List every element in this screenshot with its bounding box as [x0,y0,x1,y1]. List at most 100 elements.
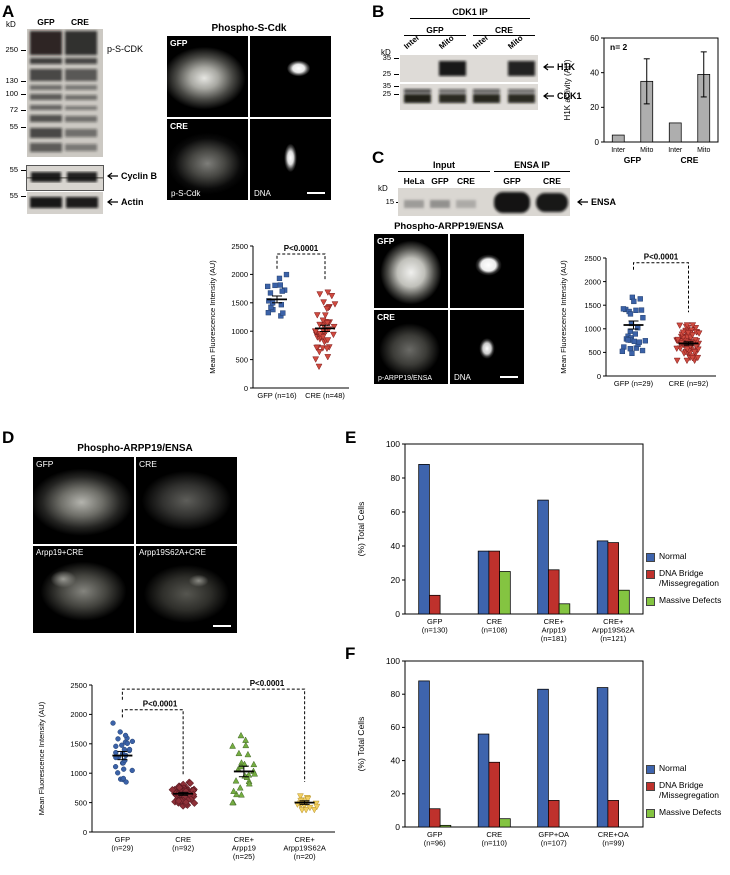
micro-cell-gfp-p-s-cdk: GFP [167,36,248,117]
micro-cell-gfp-p-arpp19: GFP [374,234,448,308]
kda-marker: 250 [5,45,18,54]
left-arrow-icon [107,198,118,206]
svg-text:2500: 2500 [584,254,601,263]
legend-label: Massive Defects [659,806,722,817]
svg-text:GFP(n=130): GFP (n=130) [422,617,449,635]
micro-cell-arpp19s62a-cre: Arpp19S62A+CRE [136,546,237,633]
marker-tick [21,94,26,95]
western-blot-ensa [398,188,570,216]
svg-text:1000: 1000 [70,769,87,778]
legend-swatch [646,782,655,791]
kda-marker: 25 [382,89,391,98]
left-arrow-icon [107,172,118,180]
marker-tick [21,50,26,51]
svg-text:CRE (n=92): CRE (n=92) [669,379,709,388]
svg-text:Mean Fluorescence Intensity (A: Mean Fluorescence Intensity (AU) [208,260,217,374]
scatter-plot-c: 0 500 1000 1500 2000 2500 Mean Fluorescence In… [559,253,716,388]
micro-cell-gfp-dna [250,36,331,117]
legend-e: Normal DNA Bridge /Missegregation Massiv… [646,551,722,606]
scale-bar [307,192,325,194]
band-label-text: Cyclin B [121,171,158,181]
cell-label: GFP [170,38,188,48]
legend-label: Normal [659,763,687,773]
svg-text:60: 60 [590,34,599,43]
kd-label: kD [378,184,388,193]
svg-text:0: 0 [244,384,248,393]
microscopy-a: GFP CRE p-S-Cdk DNA [167,36,331,200]
western-blot-h1k [400,55,538,82]
svg-text:1000: 1000 [584,325,601,334]
western-blot-cdk1 [400,84,538,110]
micro-cell-cre: CRE [136,457,237,544]
marker-tick [21,196,26,197]
wb-lane-label: GFP [37,17,55,27]
left-arrow-icon [543,92,554,100]
svg-text:CRE: CRE [681,155,699,165]
svg-text:CRE+Arpp19(n=181): CRE+ Arpp19 (n=181) [541,617,568,643]
svg-text:0: 0 [395,609,400,619]
cell-label: CRE [170,121,188,131]
legend-f: Normal DNA Bridge /Missegregation Massiv… [646,763,722,818]
svg-text:Inter: Inter [668,147,683,154]
svg-text:(%) Total Cells: (%) Total Cells [356,502,366,557]
legend-label: DNA Bridge /Missegregation [659,780,720,800]
svg-text:CRE(n=92): CRE (n=92) [172,835,194,853]
svg-text:Mito: Mito [697,147,710,154]
svg-text:GFP(n=29): GFP (n=29) [111,835,133,853]
legend-label: Massive Defects [659,594,722,605]
scale-bar [213,625,231,627]
panel-f-label: F [345,644,356,663]
band-label-h1k: H1K [542,62,575,72]
micro-cell-gfp: GFP [33,457,134,544]
legend-item-normal: Normal [646,551,721,562]
marker-tick [394,74,399,75]
svg-text:2000: 2000 [70,710,87,719]
lane-label: HeLa [403,176,425,186]
band-label-p-s-cdk: p-S-CDK [107,44,143,54]
band-label-text: H1K [557,62,576,72]
panel-c-label: C [372,148,385,167]
svg-text:P<0.0001: P<0.0001 [250,679,285,688]
panel-b-label: B [372,2,385,21]
kda-marker: 35 [382,53,391,62]
micro-cell-gfp-dna [450,234,524,308]
western-blot-actin [27,192,103,214]
lane-label: CRE [457,176,475,186]
legend-item-massive-defects: Massive Defects [646,806,722,818]
channel-label: p-ARPP19/ENSA [378,375,433,382]
micro-cell-arpp19-cre: Arpp19+CRE [33,546,134,633]
cell-label: Arpp19+CRE [36,548,84,557]
svg-text:20: 20 [391,789,401,799]
svg-text:CRE (n=48): CRE (n=48) [305,391,345,400]
svg-text:GFP(n=96): GFP (n=96) [424,830,446,848]
left-arrow-icon [577,198,588,206]
marker-tick [21,110,26,111]
marker-tick [394,94,399,95]
western-blot-p-s-cdk [27,29,103,157]
legend-swatch [646,570,655,579]
cell-label: GFP [36,459,54,469]
kd-label: kD [381,48,391,57]
bar-chart-f: 0 20 40 60 80 100 (%) Total Cells GFP (n=96) CRE(… [356,656,644,848]
svg-text:CRE+Arpp19(n=25): CRE+ Arpp19 (n=25) [232,835,256,861]
band-label-text: Actin [121,197,144,207]
band-label-cdk1: CDK1 [542,91,582,101]
kda-marker: 72 [9,105,18,114]
legend-label: Normal [659,551,687,561]
band-label-text: CDK1 [557,91,582,101]
svg-text:0: 0 [395,822,400,832]
channel-label: p-S-Cdk [171,189,201,198]
panel-e-label: E [345,428,357,447]
svg-text:2500: 2500 [231,242,248,251]
micro-cell-cre-dna: DNA [450,310,524,384]
microscopy-d: GFP CRE Arpp19+CRE Arpp19S62A+CRE [33,457,237,633]
legend-swatch [646,808,655,818]
svg-text:40: 40 [391,755,401,765]
wb-lane-label: CRE [71,17,89,27]
lane-label: GFP [503,176,521,186]
svg-text:100: 100 [386,656,400,666]
svg-text:n= 2: n= 2 [610,42,628,52]
cell-label: CRE [377,312,395,322]
lane-label: Mito [437,33,456,51]
kda-marker: 100 [5,89,18,98]
